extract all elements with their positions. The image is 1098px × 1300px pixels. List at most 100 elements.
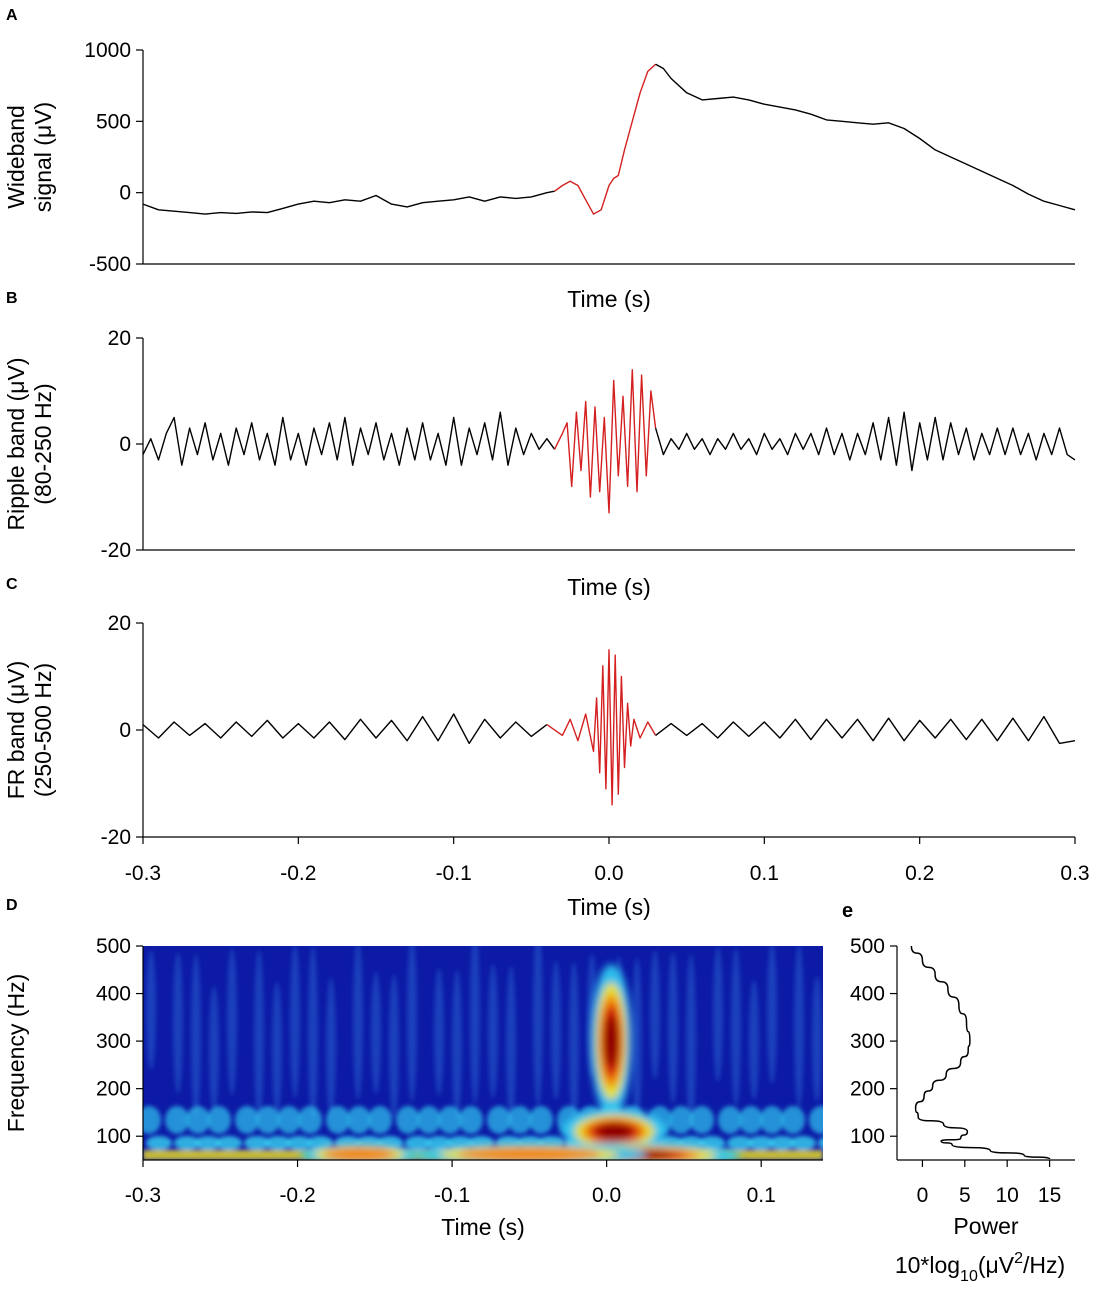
- spectrogram-streak: [209, 986, 219, 1112]
- spectrogram-blob: [165, 1106, 189, 1134]
- spectrogram-blob: [438, 1106, 462, 1134]
- spectrogram-streak: [227, 948, 237, 1096]
- spectrogram-blob: [690, 1106, 714, 1134]
- panel-d-y-label-line-1: Frequency (Hz): [3, 974, 29, 1132]
- panel-c-y-label-line-1: FR band (μV): [3, 661, 29, 800]
- panel-a-y-tick-label: 1000: [84, 39, 131, 62]
- spectrogram-streak: [668, 952, 678, 1104]
- spectrogram-blob: [186, 1106, 210, 1134]
- panel-d-x-tick-label: -0.3: [125, 1184, 161, 1207]
- panel-b-trace: [142, 369, 1076, 514]
- panel-a-trace: [142, 63, 1076, 215]
- panel-c-y-label-line-2: (250-500 Hz): [30, 663, 56, 797]
- spectrogram-streak: [272, 982, 282, 1114]
- panel-e-y-tick-label: 200: [850, 1078, 885, 1101]
- panel-b-event-segment: [553, 369, 657, 514]
- panel-c-x-tick-label: 0.0: [594, 862, 623, 885]
- panel-e-y-tick-label: 400: [850, 983, 885, 1006]
- spectrogram-hotspot: [323, 1147, 395, 1160]
- panel-a-trace-segment: [142, 190, 555, 215]
- spectrogram-hotspot: [458, 1147, 601, 1160]
- panel-b-trace-segment: [654, 411, 1076, 472]
- panel-label-a: A: [6, 7, 18, 24]
- spectrogram-blob: [769, 1136, 795, 1150]
- spectrogram-blob: [265, 1136, 291, 1150]
- spectrogram-blob: [508, 1106, 532, 1134]
- spectrogram-hotspots: [300, 964, 741, 1160]
- spectrogram-blob: [195, 1136, 221, 1150]
- panel-a-y-label-line-2: signal (μV): [30, 102, 56, 212]
- panel-c-y-tick-label: 0: [119, 719, 131, 742]
- panel-a-y-label: Wideband signal (μV): [3, 102, 56, 212]
- spectrogram-blob: [818, 1137, 823, 1149]
- spectrogram-streak: [650, 950, 660, 1080]
- spectrogram-blob: [244, 1136, 270, 1150]
- panel-e-x-label: Power: [953, 1213, 1019, 1239]
- panel-d-y-tick-label: 300: [96, 1030, 131, 1053]
- panel-a: 1000 500 0 -500 Time (s) Wideband signal (μ…: [3, 39, 1076, 312]
- panel-c-y-label: FR band (μV) (250-500 Hz): [3, 661, 56, 800]
- panel-c-x-ticks: -0.3 -0.2 -0.1 0.0 0.1 0.2 0.3: [125, 837, 1090, 885]
- panel-d-y-tick-label: 500: [96, 935, 131, 958]
- panel-d-y-tick-label: 400: [96, 983, 131, 1006]
- spectrogram-streak: [290, 946, 300, 1098]
- spectrogram-blob: [347, 1106, 371, 1134]
- spectrogram-blob: [529, 1106, 553, 1134]
- panel-b-y-tick-label: 20: [108, 327, 131, 350]
- panel-d-x-ticks: -0.3 -0.2 -0.1 0.0 0.1: [125, 1160, 776, 1207]
- panel-c-x-tick-label: -0.3: [125, 862, 161, 885]
- panel-a-trace-segment: [655, 63, 1076, 211]
- spectrogram-streak: [749, 980, 759, 1100]
- panel-b-y-label-line-2: (80-250 Hz): [30, 383, 56, 504]
- spectrogram-blob: [727, 1136, 753, 1150]
- spectrogram-streak: [326, 978, 336, 1116]
- panel-b-y-tick-label: -20: [101, 539, 131, 562]
- panel-b-trace-segment: [142, 411, 556, 466]
- panel-c-x-tick-label: -0.1: [436, 862, 472, 885]
- spectrogram-streak: [308, 946, 318, 1122]
- panel-b-y-ticks: 20 0 -20: [101, 327, 143, 562]
- spectrogram-blob: [235, 1106, 259, 1134]
- panel-d-y-tick-label: 200: [96, 1078, 131, 1101]
- panel-label-b: B: [6, 290, 18, 307]
- panel-c: 20 0 -20 -0.3 -0.2 -0.1 0.0 0.1 0.2 0.3 Time (s)…: [3, 612, 1090, 920]
- panel-e-x-label-units: 10*log10(μV2/Hz): [895, 1250, 1065, 1285]
- spectrogram-blob: [669, 1106, 693, 1134]
- units-prefix: 10*log: [895, 1252, 960, 1278]
- panel-a-y-label-line-1: Wideband: [3, 105, 29, 209]
- panel-d-y-label: Frequency (Hz): [3, 974, 29, 1132]
- panel-a-y-tick-label: 500: [96, 110, 131, 133]
- panel-b-x-label: Time (s): [567, 574, 650, 600]
- units-subscript: 10: [960, 1268, 978, 1285]
- panel-e-x-tick-label: 15: [1038, 1184, 1061, 1207]
- spectrogram-streak: [452, 970, 462, 1120]
- spectrogram-blob: [417, 1106, 441, 1134]
- spectrogram-streak: [767, 946, 777, 1084]
- units-superscript: 2: [1014, 1250, 1023, 1267]
- spectrogram-streak: [506, 966, 516, 1122]
- panel-e-y-ticks: 500 400 300 200 100: [850, 935, 897, 1148]
- spectrogram-streak: [470, 946, 480, 1104]
- spectrogram-streak: [191, 954, 201, 1118]
- panel-a-y-tick-label: 0: [119, 182, 131, 205]
- panel-c-y-ticks: 20 0 -20: [101, 612, 143, 849]
- panel-e-y-tick-label: 300: [850, 1030, 885, 1053]
- spectrogram-blob: [487, 1106, 511, 1134]
- spectrogram-streak: [407, 946, 417, 1102]
- spectrogram-blob: [143, 1106, 161, 1134]
- panel-c-trace-segment: [142, 713, 548, 745]
- panel-c-trace: [142, 649, 1076, 806]
- spectrogram-blob: [426, 1136, 452, 1150]
- spectrogram-streak: [488, 964, 498, 1098]
- spectrogram-hotspot: [596, 1123, 633, 1140]
- panel-e-x-tick-label: 5: [959, 1184, 971, 1207]
- spectrogram-hotspot: [604, 1014, 619, 1068]
- spectrogram-streak: [371, 972, 381, 1094]
- spectrogram-streak: [533, 946, 543, 1106]
- panel-e-x-tick-label: 0: [917, 1184, 929, 1207]
- panel-d-x-label: Time (s): [441, 1214, 524, 1240]
- spectrogram-blob: [277, 1106, 301, 1134]
- spectrogram-streak: [353, 946, 363, 1100]
- panel-c-y-tick-label: 20: [108, 612, 131, 635]
- spectrogram-blob: [760, 1106, 784, 1134]
